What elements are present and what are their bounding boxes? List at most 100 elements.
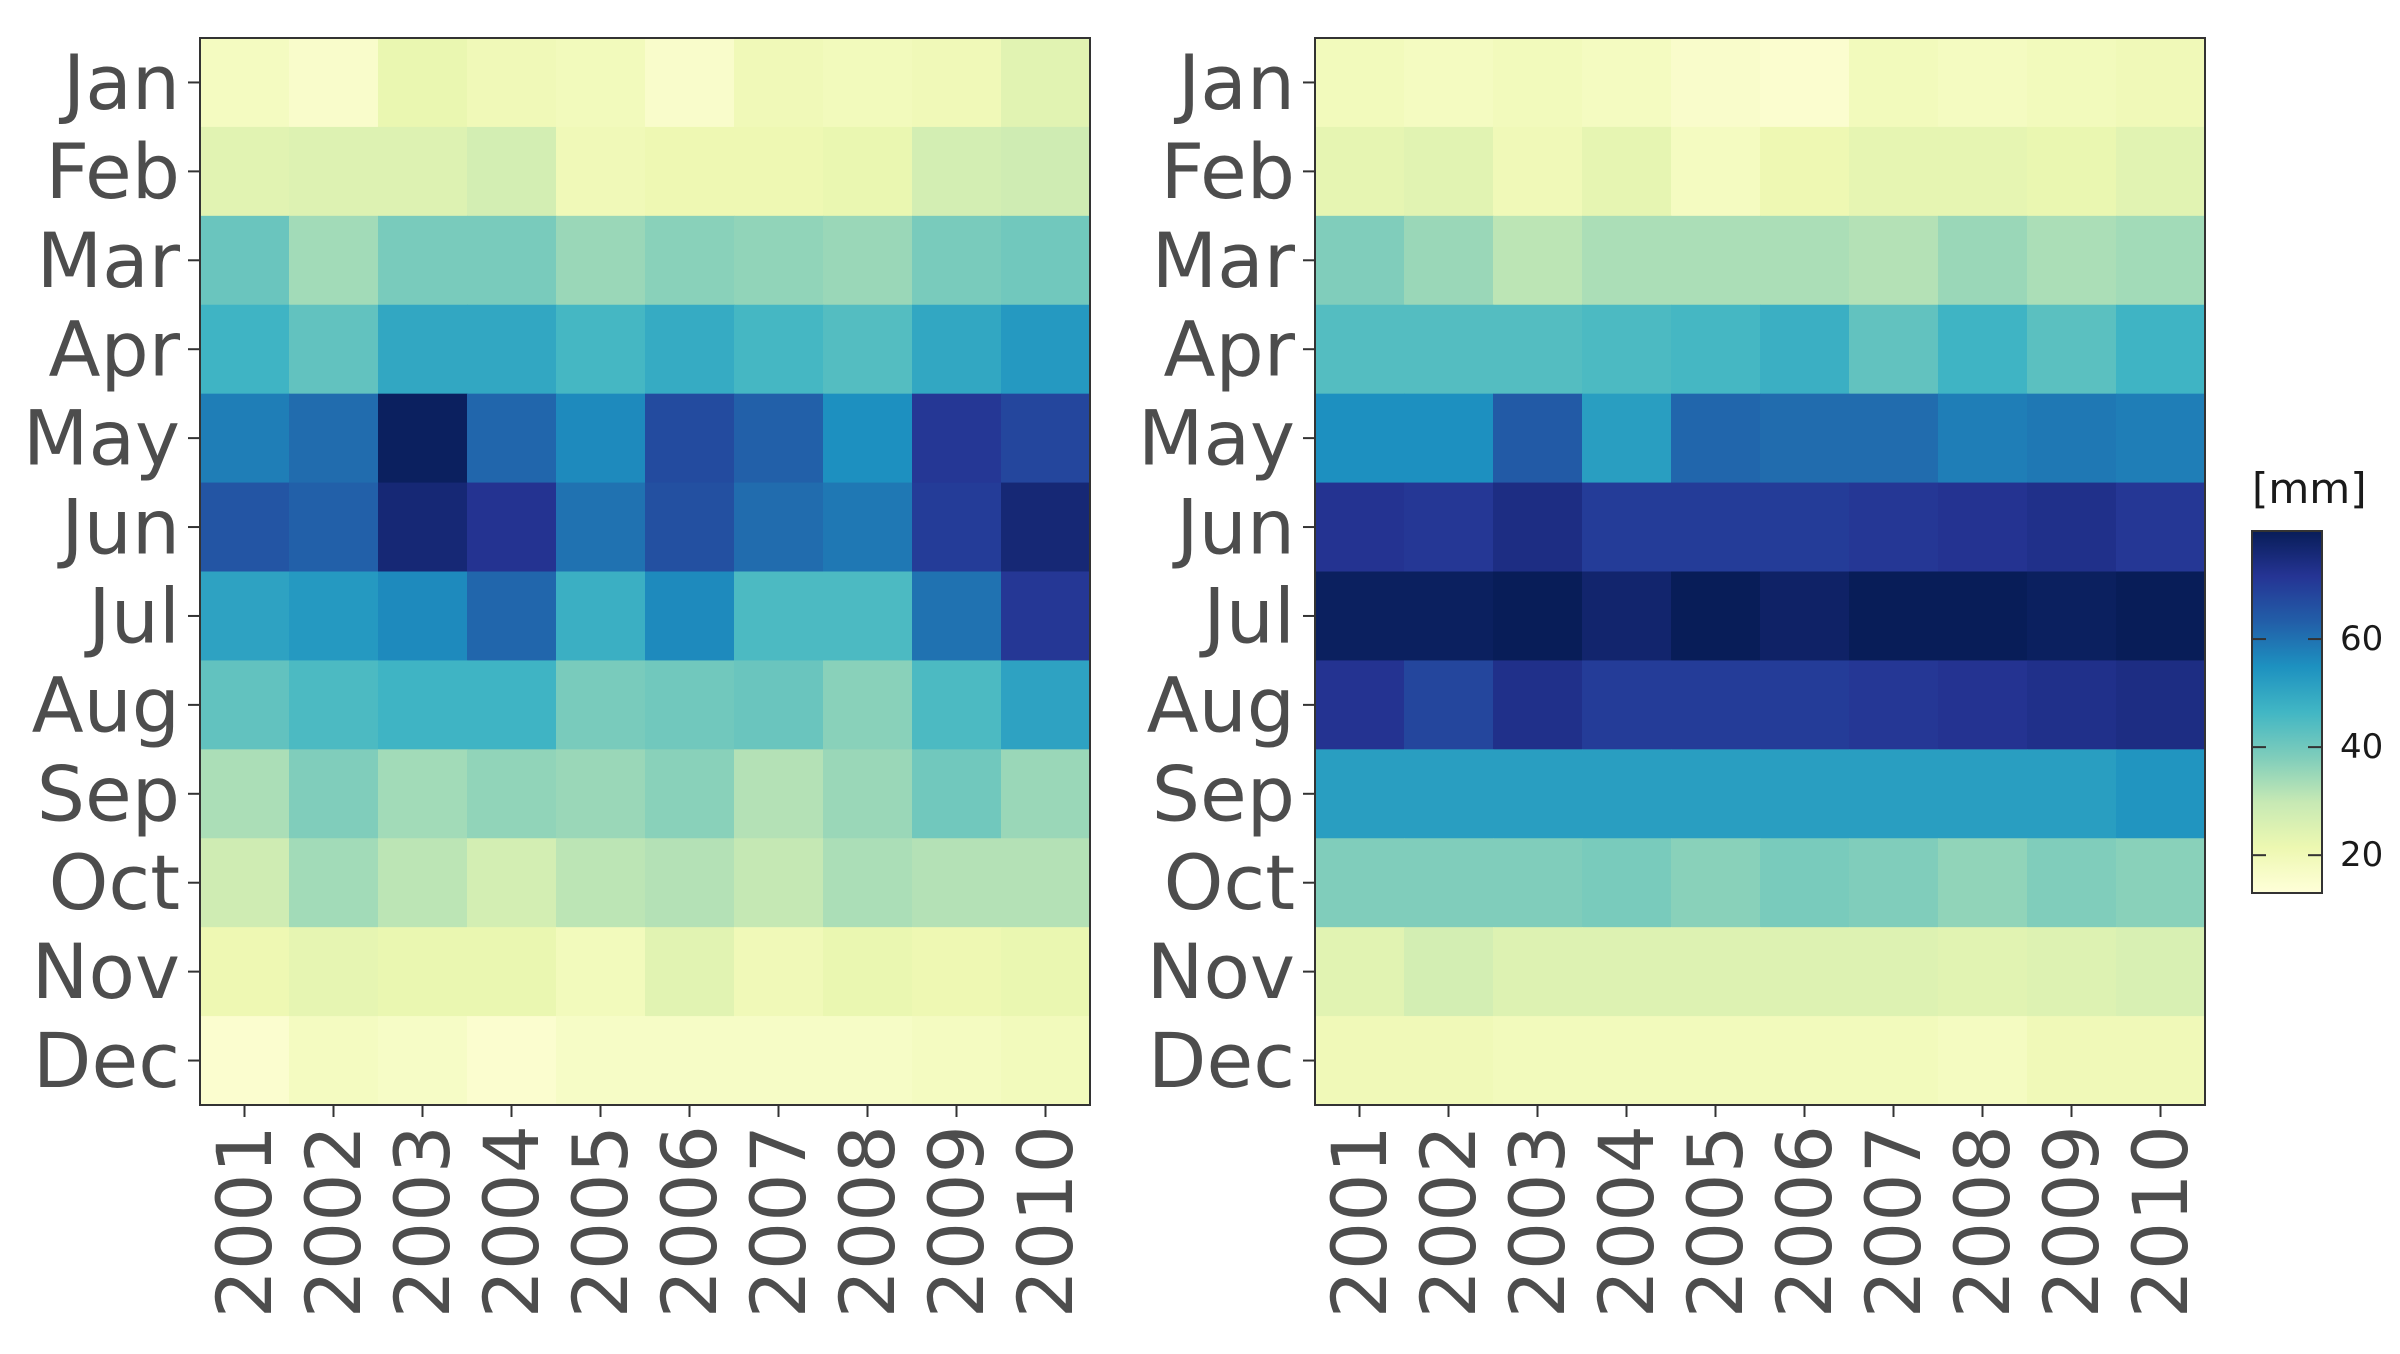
heatmap-cell	[1760, 38, 1850, 128]
heatmap-cell	[1849, 215, 1939, 306]
heatmap-cell	[2116, 126, 2206, 217]
legend-tick-label: 40	[2340, 727, 2383, 767]
heatmap-cell	[645, 38, 735, 128]
heatmap-cell	[823, 482, 913, 573]
heatmap-cell	[1315, 393, 1405, 484]
x-tick-label: 2008	[1938, 1125, 2027, 1318]
heatmap-cell	[645, 482, 735, 573]
heatmap-cell	[1671, 215, 1761, 306]
heatmap-cell	[1938, 38, 2028, 128]
heatmap-cell	[556, 126, 646, 217]
heatmap-cell	[2027, 749, 2117, 839]
heatmap-cell	[912, 215, 1002, 306]
heatmap-cell	[1493, 571, 1583, 662]
heatmap-cell	[823, 1016, 913, 1106]
heatmap-cell	[1001, 215, 1091, 306]
heatmap-cell	[1493, 749, 1583, 839]
heatmap-cell	[1493, 1016, 1583, 1106]
heatmap-cell	[1493, 482, 1583, 573]
heatmap-cell	[289, 660, 379, 750]
heatmap-cell	[467, 215, 557, 306]
heatmap-cell	[2027, 927, 2117, 1017]
heatmap-cell	[1671, 126, 1761, 217]
y-tick-label: Sep	[1152, 749, 1295, 838]
heatmap-cell	[823, 927, 913, 1017]
heatmap-cell	[1938, 749, 2028, 839]
heatmap-cell	[289, 571, 379, 662]
heatmap-cell	[1760, 749, 1850, 839]
x-tick-label: 2007	[734, 1125, 823, 1318]
heatmap-cell	[1404, 927, 1494, 1017]
heatmap-cell	[1760, 571, 1850, 662]
heatmap-cell	[200, 126, 290, 217]
heatmap-cell	[734, 927, 824, 1017]
heatmap-cell	[1849, 482, 1939, 573]
heatmap-cell	[200, 38, 290, 128]
heatmap-cell	[200, 482, 290, 573]
heatmap-cell	[823, 215, 913, 306]
heatmap-cell	[1938, 838, 2028, 928]
heatmap-cell	[378, 1016, 468, 1106]
y-tick-label: Jul	[1199, 571, 1295, 660]
x-tick-label: 2010	[1001, 1125, 1090, 1318]
x-tick-label: 2005	[556, 1125, 645, 1318]
heatmap-cell	[1849, 126, 1939, 217]
heatmap-cell	[734, 1016, 824, 1106]
heatmap-cell	[1849, 660, 1939, 750]
heatmap-cell	[1849, 749, 1939, 839]
heatmap-cell	[289, 838, 379, 928]
heatmap-cell	[289, 927, 379, 1017]
x-tick-label: 2006	[1760, 1125, 1849, 1318]
heatmap-cell	[1493, 38, 1583, 128]
heatmap-cell	[556, 838, 646, 928]
heatmap-cell	[912, 38, 1002, 128]
heatmap-cell	[2116, 927, 2206, 1017]
heatmap-cell	[2116, 482, 2206, 573]
heatmap-cell	[556, 927, 646, 1017]
y-tick-label: Mar	[1152, 216, 1296, 305]
heatmap-cell	[1404, 304, 1494, 395]
heatmap-cell	[200, 215, 290, 306]
heatmap-cell	[645, 660, 735, 750]
heatmap-cell	[467, 38, 557, 128]
heatmap-cell	[1404, 749, 1494, 839]
heatmap-cell	[289, 215, 379, 306]
heatmap-cell	[734, 393, 824, 484]
heatmap-cell	[1582, 38, 1672, 128]
heatmap-cell	[734, 571, 824, 662]
panel-border	[1314, 37, 2206, 1106]
y-tick-label: Dec	[33, 1016, 180, 1105]
heatmap-cell	[912, 838, 1002, 928]
heatmap-cell	[556, 38, 646, 128]
x-tick-label: 2008	[823, 1125, 912, 1318]
heatmap-cell	[1849, 304, 1939, 395]
heatmap-cell	[378, 482, 468, 573]
heatmap-cell	[1001, 304, 1091, 395]
heatmap-cell	[2027, 571, 2117, 662]
heatmap-cell	[1671, 393, 1761, 484]
heatmap-cell	[556, 571, 646, 662]
heatmap-cell	[200, 571, 290, 662]
heatmap-cell	[200, 838, 290, 928]
y-tick-label: Nov	[32, 927, 180, 1016]
heatmap-cell	[1493, 927, 1583, 1017]
heatmap-cell	[645, 215, 735, 306]
heatmap-cell	[1315, 304, 1405, 395]
heatmap-cell	[1938, 571, 2028, 662]
heatmap-cell	[1001, 571, 1091, 662]
heatmap-cell	[1582, 749, 1672, 839]
heatmap-cell	[1760, 660, 1850, 750]
heatmap-cell	[2027, 215, 2117, 306]
legend-tick-label: 20	[2340, 835, 2383, 875]
heatmap-cell	[1582, 393, 1672, 484]
heatmap-cell	[200, 1016, 290, 1106]
heatmap-cell	[912, 571, 1002, 662]
heatmap-cell	[1315, 927, 1405, 1017]
heatmap-cell	[1760, 215, 1850, 306]
heatmap-cell	[556, 749, 646, 839]
heatmap-cell	[1404, 838, 1494, 928]
heatmap-cell	[1582, 304, 1672, 395]
heatmap-cell	[1404, 393, 1494, 484]
heatmap-cell	[1315, 1016, 1405, 1106]
